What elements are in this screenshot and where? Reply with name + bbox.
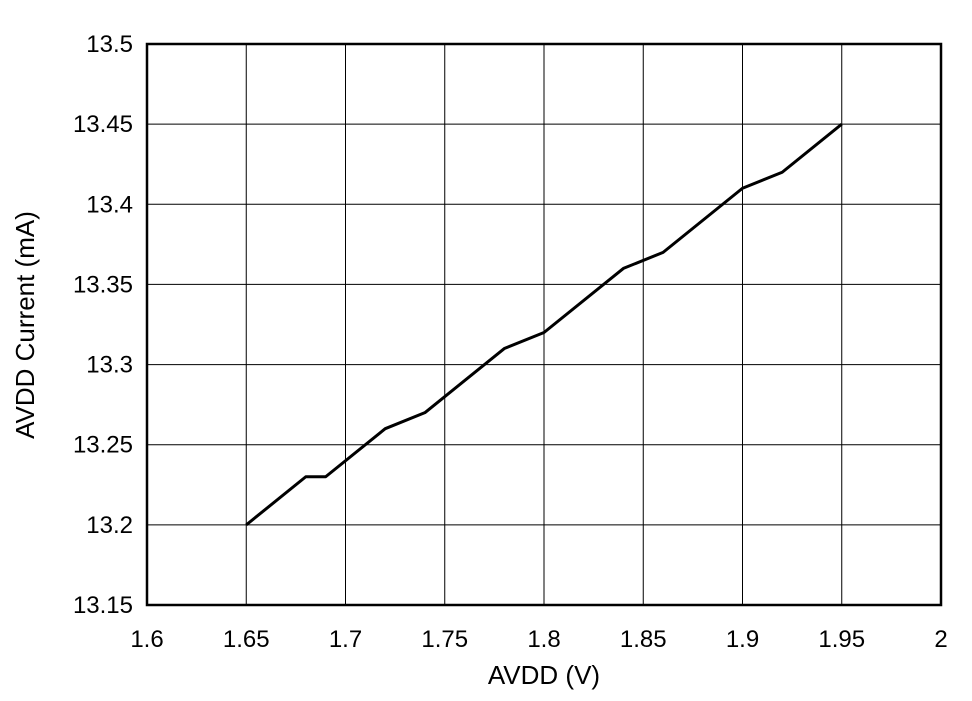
plot-frame bbox=[145, 42, 943, 607]
x-tick-label: 1.8 bbox=[527, 626, 560, 653]
x-tick-label: 1.85 bbox=[620, 626, 667, 653]
y-tick-label: 13.25 bbox=[73, 432, 133, 459]
y-axis-ticks: 13.15 13.2 13.25 13.3 13.35 13.4 13.45 13.5 bbox=[73, 31, 133, 619]
series-line bbox=[245, 122, 843, 527]
y-tick-label: 13.35 bbox=[73, 271, 133, 298]
y-tick-label: 13.4 bbox=[86, 191, 133, 218]
x-axis-title: AVDD (V) bbox=[488, 660, 600, 690]
x-axis-ticks: 1.6 1.65 1.7 1.75 1.8 1.85 1.9 1.95 2 bbox=[130, 626, 947, 653]
series-group bbox=[245, 122, 843, 527]
x-tick-label: 1.6 bbox=[130, 626, 163, 653]
y-axis-title: AVDD Current (mA) bbox=[10, 211, 40, 439]
y-tick-label: 13.3 bbox=[86, 352, 133, 379]
x-tick-label: 1.65 bbox=[223, 626, 270, 653]
y-tick-label: 13.45 bbox=[73, 111, 133, 138]
x-tick-label: 1.95 bbox=[818, 626, 865, 653]
x-tick-label: 1.75 bbox=[421, 626, 468, 653]
x-tick-label: 1.7 bbox=[329, 626, 362, 653]
y-tick-label: 13.15 bbox=[73, 592, 133, 619]
y-tick-label: 13.5 bbox=[86, 31, 133, 58]
x-tick-label: 1.9 bbox=[726, 626, 759, 653]
y-tick-label: 13.2 bbox=[86, 512, 133, 539]
x-tick-label: 2 bbox=[934, 626, 947, 653]
grid bbox=[146, 43, 942, 606]
